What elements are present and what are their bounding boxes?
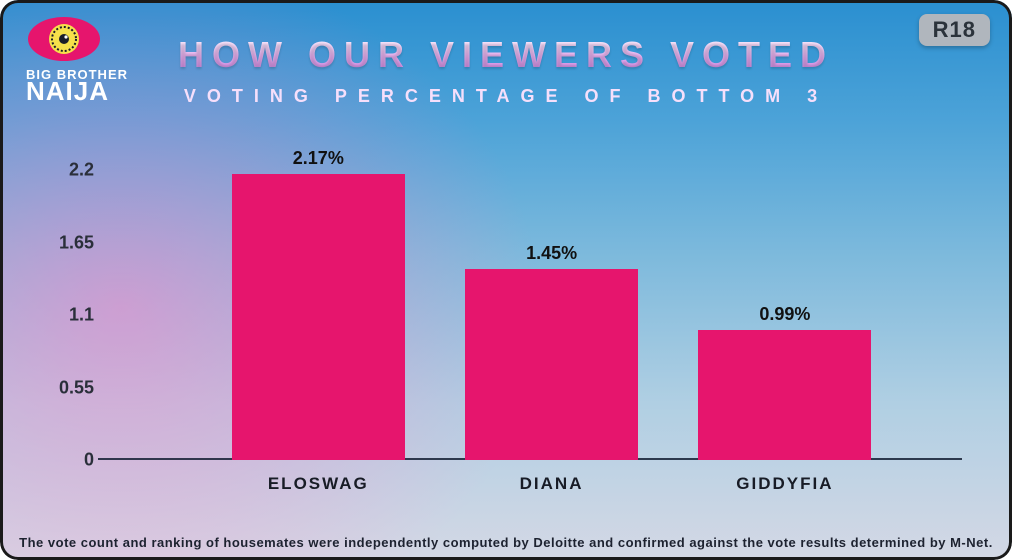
vote-bar: 2.17%ELOSWAG bbox=[232, 174, 405, 460]
bar-value-label: 1.45% bbox=[465, 243, 638, 264]
y-tick-label: 2.2 bbox=[50, 160, 94, 181]
vote-bar: 0.99%GIDDYFIA bbox=[698, 330, 871, 461]
x-category-label: ELOSWAG bbox=[232, 474, 405, 494]
sub-title: VOTING PERCENTAGE OF BOTTOM 3 bbox=[0, 86, 1012, 107]
chart-plot-area: 00.551.11.652.22.17%ELOSWAG1.45%DIANA0.9… bbox=[98, 170, 962, 460]
y-tick-label: 1.1 bbox=[50, 305, 94, 326]
y-tick-label: 1.65 bbox=[50, 232, 94, 253]
x-category-label: DIANA bbox=[465, 474, 638, 494]
voting-bar-chart: 00.551.11.652.22.17%ELOSWAG1.45%DIANA0.9… bbox=[58, 170, 972, 500]
bar-value-label: 2.17% bbox=[232, 148, 405, 169]
vote-bar: 1.45%DIANA bbox=[465, 269, 638, 460]
main-title: HOW OUR VIEWERS VOTED bbox=[0, 34, 1012, 76]
disclaimer-footnote: The vote count and ranking of housemates… bbox=[0, 535, 1012, 550]
x-category-label: GIDDYFIA bbox=[698, 474, 871, 494]
bar-value-label: 0.99% bbox=[698, 304, 871, 325]
y-tick-label: 0.55 bbox=[50, 377, 94, 398]
broadcast-frame: BIG BROTHER NAIJA R18 HOW OUR VIEWERS VO… bbox=[0, 0, 1012, 560]
y-tick-label: 0 bbox=[50, 450, 94, 471]
